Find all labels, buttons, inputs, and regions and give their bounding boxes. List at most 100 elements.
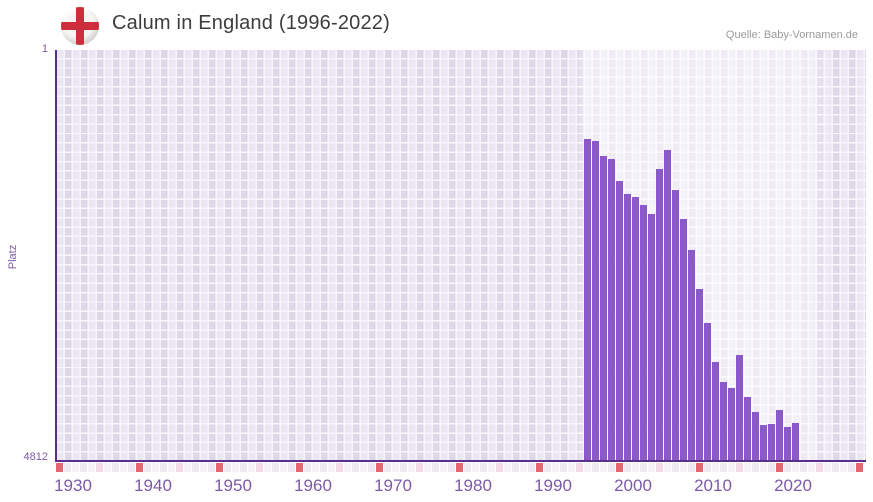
- y-axis-label: Platz: [7, 244, 19, 270]
- bar-2012: [712, 362, 719, 460]
- year-cell-2019: [768, 463, 775, 472]
- bar-2000: [616, 181, 623, 460]
- year-cell-1976: [424, 463, 431, 472]
- year-cell-1941: [144, 463, 151, 472]
- bar-2002: [632, 197, 639, 460]
- bar-2007: [672, 190, 679, 460]
- bar-2006: [664, 150, 671, 460]
- year-cell-1946: [184, 463, 191, 472]
- source-credit: Quelle: Baby-Vornamen.de: [725, 29, 858, 41]
- x-tick-label: 2020: [774, 476, 812, 495]
- x-tick-label: 1980: [454, 476, 492, 495]
- year-cell-1958: [280, 463, 287, 472]
- year-cell-1994: [568, 463, 575, 472]
- year-cell-2004: [648, 463, 655, 472]
- year-cell-2006: [664, 463, 671, 472]
- year-cell-1955: [256, 463, 263, 472]
- year-cell-1962: [312, 463, 319, 472]
- x-tick-label: 1990: [534, 476, 572, 495]
- year-cell-1930: [56, 463, 63, 472]
- year-cell-2027: [832, 463, 839, 472]
- year-cell-1975: [416, 463, 423, 472]
- bar-2013: [720, 382, 727, 460]
- year-cell-1984: [488, 463, 495, 472]
- year-cell-2022: [792, 463, 799, 472]
- bar-2014: [728, 388, 735, 460]
- year-cell-1948: [200, 463, 207, 472]
- year-cell-1963: [320, 463, 327, 472]
- bar-1999: [608, 159, 615, 460]
- year-cell-2024: [808, 463, 815, 472]
- year-cell-1983: [480, 463, 487, 472]
- year-cell-1939: [128, 463, 135, 472]
- year-cell-1980: [456, 463, 463, 472]
- year-cell-1964: [328, 463, 335, 472]
- bar-1997: [592, 141, 599, 460]
- year-cell-2003: [640, 463, 647, 472]
- bar-2020: [776, 410, 783, 460]
- year-cell-1933: [80, 463, 87, 472]
- year-cell-1974: [408, 463, 415, 472]
- year-cell-1999: [608, 463, 615, 472]
- year-cell-1949: [208, 463, 215, 472]
- year-cell-1935: [96, 463, 103, 472]
- year-cell-1981: [464, 463, 471, 472]
- year-cell-1966: [344, 463, 351, 472]
- year-cell-1953: [240, 463, 247, 472]
- year-cell-1969: [368, 463, 375, 472]
- year-cell-1959: [288, 463, 295, 472]
- year-cell-1965: [336, 463, 343, 472]
- year-cell-1991: [544, 463, 551, 472]
- year-cell-2015: [736, 463, 743, 472]
- year-cell-2028: [840, 463, 847, 472]
- chart-title: Calum in England (1996-2022): [112, 12, 390, 34]
- year-cell-2010: [696, 463, 703, 472]
- england-flag-icon: [61, 7, 99, 45]
- year-cell-1957: [272, 463, 279, 472]
- y-axis-tick-top: 1: [41, 43, 48, 55]
- year-cell-2007: [672, 463, 679, 472]
- x-tick-label: 1950: [214, 476, 252, 495]
- x-tick-label: 2010: [694, 476, 732, 495]
- year-cell-2029: [848, 463, 855, 472]
- bar-1998: [600, 156, 607, 460]
- year-cell-1968: [360, 463, 367, 472]
- year-cell-1932: [72, 463, 79, 472]
- year-cell-1931: [64, 463, 71, 472]
- bar-2019: [768, 424, 775, 460]
- year-cell-2025: [816, 463, 823, 472]
- bar-2015: [736, 355, 743, 460]
- year-cell-1945: [176, 463, 183, 472]
- bar-1996: [584, 139, 591, 460]
- year-cell-1989: [528, 463, 535, 472]
- bar-2003: [640, 205, 647, 460]
- year-cell-2008: [680, 463, 687, 472]
- year-cell-1950: [216, 463, 223, 472]
- bar-2021: [784, 427, 791, 460]
- year-cell-1978: [440, 463, 447, 472]
- year-cell-2009: [688, 463, 695, 472]
- bar-2017: [752, 412, 759, 460]
- year-cell-1952: [232, 463, 239, 472]
- year-cell-1986: [504, 463, 511, 472]
- year-cell-1960: [296, 463, 303, 472]
- year-cell-1971: [384, 463, 391, 472]
- bar-2008: [680, 219, 687, 460]
- year-cell-2002: [632, 463, 639, 472]
- year-cell-1947: [192, 463, 199, 472]
- year-cell-1982: [472, 463, 479, 472]
- bar-2001: [624, 194, 631, 460]
- year-cell-2005: [656, 463, 663, 472]
- year-cell-1938: [120, 463, 127, 472]
- year-cell-2000: [616, 463, 623, 472]
- year-cell-1995: [576, 463, 583, 472]
- year-cell-1937: [112, 463, 119, 472]
- year-cell-1987: [512, 463, 519, 472]
- year-cell-1977: [432, 463, 439, 472]
- year-cell-1972: [392, 463, 399, 472]
- year-cell-1997: [592, 463, 599, 472]
- bar-2004: [648, 214, 655, 460]
- year-cell-1954: [248, 463, 255, 472]
- year-cell-2012: [712, 463, 719, 472]
